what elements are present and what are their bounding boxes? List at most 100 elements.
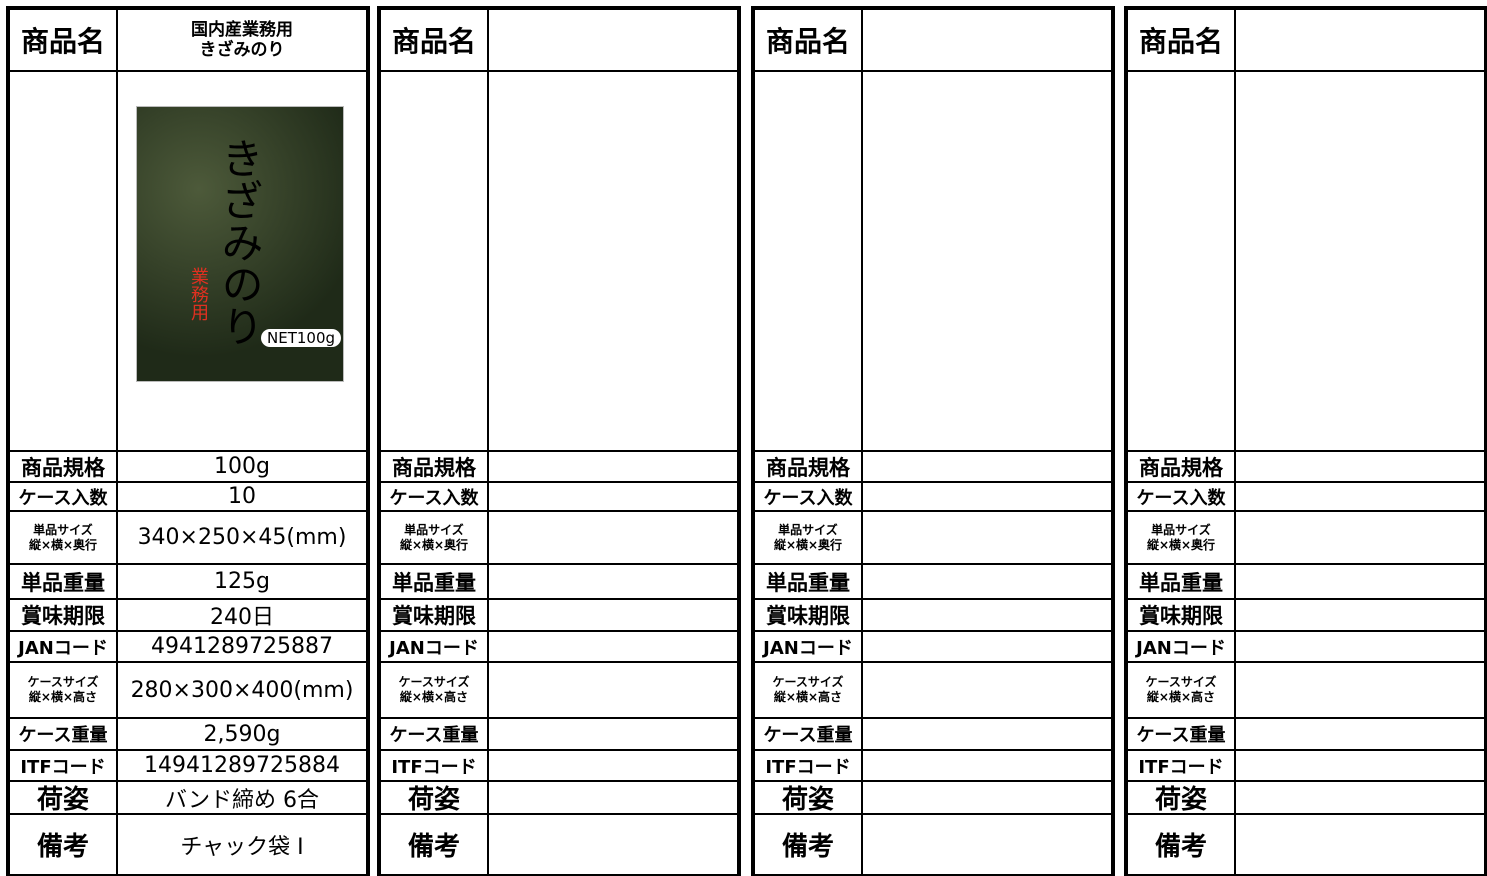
row-value (863, 452, 1111, 483)
row-value (489, 483, 737, 512)
row-value (863, 483, 1111, 512)
header-label: 商品名 (381, 10, 489, 72)
row-label: JANコード (755, 632, 863, 663)
product-card: 商品名 国内産業務用 きざみのり きざみのり 業務用 NET100g 商品規格 100g ケー… (6, 6, 370, 876)
row-value (863, 565, 1111, 600)
row-label: 備考 (10, 815, 118, 876)
row-label: ケース入数 (10, 483, 118, 512)
row-value: 14941289725884 (118, 751, 366, 782)
row-value (489, 512, 737, 565)
row-label: ケース重量 (755, 719, 863, 751)
row-label: ケース入数 (755, 483, 863, 512)
row-label: JANコード (1128, 632, 1236, 663)
row-value: 125g (118, 565, 366, 600)
row-label: 商品規格 (10, 452, 118, 483)
photo-badge: 業務用 (188, 267, 209, 321)
product-card: 商品名商品規格 ケース入数 単品サイズ 縦×横×奥行 単品重量 賞味期限 JANコード ケー… (377, 6, 741, 876)
row-label: 賞味期限 (10, 600, 118, 632)
row-label: 単品サイズ 縦×横×奥行 (381, 512, 489, 565)
row-value (489, 663, 737, 719)
row-label: 荷姿 (1128, 782, 1236, 815)
row-value (1236, 815, 1484, 876)
row-value (863, 600, 1111, 632)
row-label: 単品重量 (381, 565, 489, 600)
row-value (1236, 663, 1484, 719)
row-value (489, 600, 737, 632)
product-photo: きざみのり 業務用 NET100g (136, 106, 344, 382)
row-label: ケース重量 (10, 719, 118, 751)
row-label: JANコード (381, 632, 489, 663)
row-value (1236, 632, 1484, 663)
row-label: ケース入数 (1128, 483, 1236, 512)
row-label: ケースサイズ 縦×横×高さ (755, 663, 863, 719)
row-value: 10 (118, 483, 366, 512)
header-label: 商品名 (1128, 10, 1236, 72)
image-cell (1236, 72, 1484, 452)
header-label: 商品名 (10, 10, 118, 72)
row-label: ケース重量 (381, 719, 489, 751)
row-label: 賞味期限 (381, 600, 489, 632)
image-cell: きざみのり 業務用 NET100g (118, 72, 366, 452)
row-value: 280×300×400(mm) (118, 663, 366, 719)
product-name: 国内産業務用 きざみのり (118, 10, 366, 72)
row-label: 備考 (755, 815, 863, 876)
row-value (863, 782, 1111, 815)
row-value: バンド締め 6合 (118, 782, 366, 815)
row-label: 単品重量 (755, 565, 863, 600)
row-label: 商品規格 (1128, 452, 1236, 483)
row-value (489, 632, 737, 663)
row-label: 商品規格 (381, 452, 489, 483)
row-value (489, 782, 737, 815)
product-name (489, 10, 737, 72)
row-value (1236, 483, 1484, 512)
row-value (1236, 512, 1484, 565)
row-label: 単品重量 (1128, 565, 1236, 600)
row-value (489, 719, 737, 751)
row-label: 賞味期限 (755, 600, 863, 632)
row-value (489, 815, 737, 876)
image-cell (489, 72, 737, 452)
row-label: 単品重量 (10, 565, 118, 600)
row-label: 単品サイズ 縦×横×奥行 (1128, 512, 1236, 565)
row-value: 4941289725887 (118, 632, 366, 663)
row-label: ITFコード (755, 751, 863, 782)
row-label: 備考 (1128, 815, 1236, 876)
row-value (863, 512, 1111, 565)
row-value: 100g (118, 452, 366, 483)
row-value (489, 565, 737, 600)
row-label: ITFコード (381, 751, 489, 782)
row-value (863, 632, 1111, 663)
image-cell (863, 72, 1111, 452)
row-label: ケースサイズ 縦×横×高さ (381, 663, 489, 719)
row-label: 単品サイズ 縦×横×奥行 (755, 512, 863, 565)
product-name (863, 10, 1111, 72)
row-value (1236, 452, 1484, 483)
row-label: 荷姿 (10, 782, 118, 815)
row-value (1236, 782, 1484, 815)
row-label: 備考 (381, 815, 489, 876)
row-label: 賞味期限 (1128, 600, 1236, 632)
row-value: チャック袋 Ⅰ (118, 815, 366, 876)
row-label: ITFコード (10, 751, 118, 782)
image-label-cell (10, 72, 118, 452)
image-label-cell (1128, 72, 1236, 452)
product-card: 商品名商品規格 ケース入数 単品サイズ 縦×横×奥行 単品重量 賞味期限 JANコード ケー… (1124, 6, 1487, 876)
row-label: 荷姿 (755, 782, 863, 815)
row-label: 単品サイズ 縦×横×奥行 (10, 512, 118, 565)
row-label: ケースサイズ 縦×横×高さ (1128, 663, 1236, 719)
row-value: 240日 (118, 600, 366, 632)
image-label-cell (755, 72, 863, 452)
row-value (1236, 565, 1484, 600)
product-name (1236, 10, 1484, 72)
row-label: ケースサイズ 縦×横×高さ (10, 663, 118, 719)
row-value (863, 751, 1111, 782)
row-label: ケース入数 (381, 483, 489, 512)
row-value: 2,590g (118, 719, 366, 751)
row-label: ケース重量 (1128, 719, 1236, 751)
row-value (489, 751, 737, 782)
row-value (863, 815, 1111, 876)
row-label: ITFコード (1128, 751, 1236, 782)
image-label-cell (381, 72, 489, 452)
row-value: 340×250×45(mm) (118, 512, 366, 565)
